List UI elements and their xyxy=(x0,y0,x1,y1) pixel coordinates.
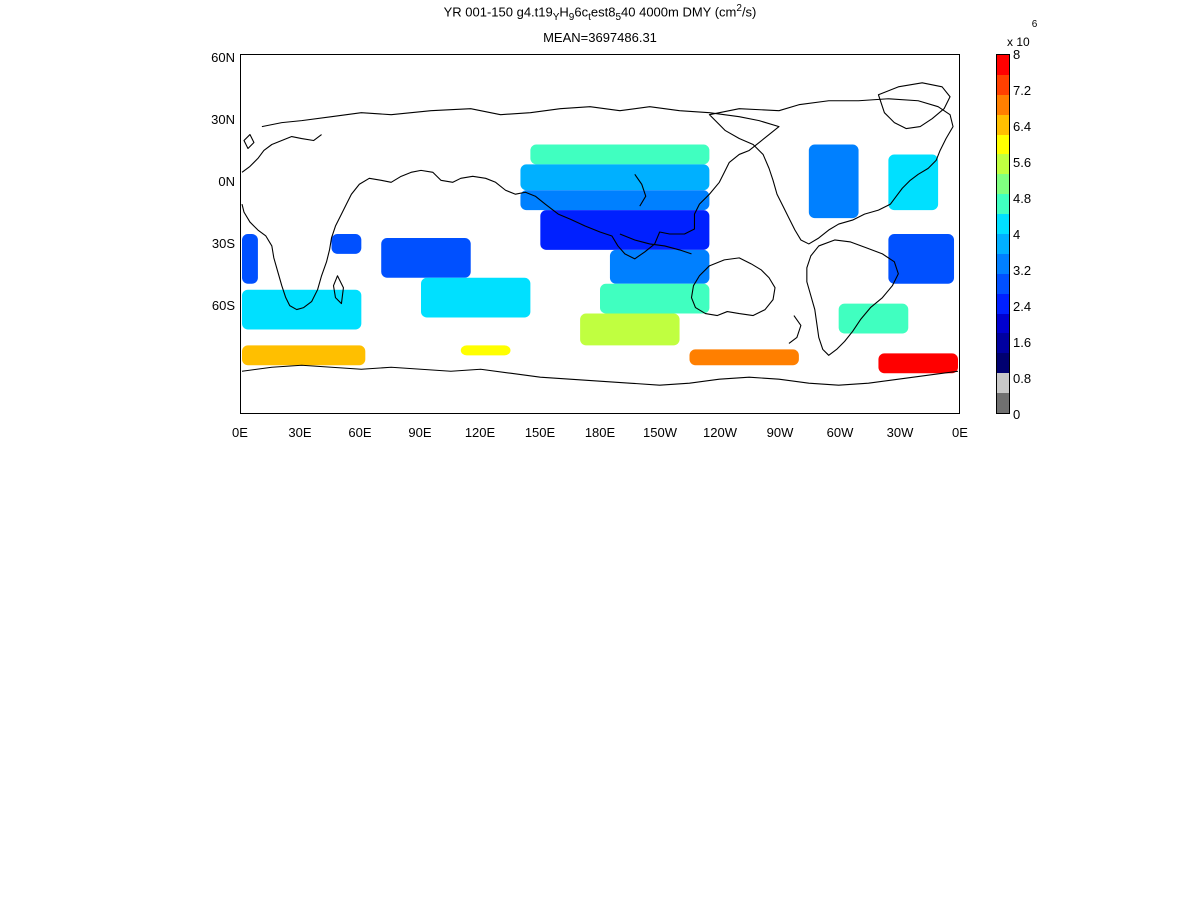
y-tick-label: 30N xyxy=(211,112,235,127)
coastline-north-america xyxy=(708,98,954,245)
colorbar-segment xyxy=(997,174,1009,195)
y-tick-label: 60S xyxy=(211,298,235,313)
field-region xyxy=(580,313,680,346)
field-region xyxy=(530,144,710,165)
x-tick-label: 60E xyxy=(348,425,372,440)
colorbar-segment xyxy=(997,154,1009,175)
colorbar-tick-label: 4.8 xyxy=(1013,191,1032,206)
field-region xyxy=(600,283,710,314)
colorbar-tick-label: 0.8 xyxy=(1013,371,1032,386)
world-map xyxy=(241,82,959,386)
colorbar-tick-label: 1.6 xyxy=(1013,335,1032,350)
field-region xyxy=(520,190,710,211)
y-tick-label: 60N xyxy=(211,50,235,65)
field-region xyxy=(242,345,366,366)
colorbar-tick-label: 7.2 xyxy=(1013,83,1032,98)
field-region xyxy=(540,210,710,250)
x-tick-label: 30E xyxy=(288,425,312,440)
field-region xyxy=(460,345,511,356)
field-region xyxy=(888,234,955,284)
x-tick-label: 150W xyxy=(643,425,677,440)
x-tick-label: 180E xyxy=(584,425,616,440)
coastline-europe xyxy=(241,134,322,173)
colorbar-tick-label: 0 xyxy=(1013,407,1021,422)
x-tick-label: 150E xyxy=(524,425,556,440)
x-tick-label: 60W xyxy=(826,425,854,440)
coastline-japan xyxy=(634,174,647,207)
colorbar-segment xyxy=(997,373,1009,394)
coastline-layer xyxy=(241,82,959,386)
colorbar-segment xyxy=(997,94,1009,116)
field-region xyxy=(520,164,710,191)
coastline-south-america xyxy=(806,239,899,356)
colorbar-segment xyxy=(997,55,1009,76)
colorbar-segment xyxy=(997,74,1009,96)
plot-title: YR 001-150 g4.t19YH96ctest8540 4000m DMY… xyxy=(443,3,757,23)
y-tick-label: 0N xyxy=(218,174,235,189)
colorbar-segment xyxy=(997,114,1009,136)
field-region xyxy=(242,234,258,284)
colorbar-segment xyxy=(997,214,1009,235)
colorbar-tick-label: 5.6 xyxy=(1013,155,1032,170)
colorbar-tick-label: 6.4 xyxy=(1013,119,1032,134)
map-panel xyxy=(240,54,960,414)
colorbar-segment xyxy=(997,134,1009,155)
colorbar-segment xyxy=(997,234,1009,255)
field-region xyxy=(888,154,939,211)
coastline-australia xyxy=(690,257,776,317)
x-tick-label: 90W xyxy=(766,425,794,440)
x-tick-label: 0E xyxy=(232,425,248,440)
x-tick-label: 120E xyxy=(464,425,496,440)
field-region xyxy=(609,249,710,284)
coastline-new-zealand xyxy=(788,315,802,344)
field-region xyxy=(808,144,859,219)
field-region xyxy=(331,234,362,254)
colorbar-segment xyxy=(997,353,1009,374)
field-region xyxy=(381,237,471,278)
field-region xyxy=(689,349,799,366)
colorbar-multiplier: x 106 xyxy=(1007,19,1038,49)
x-tick-label: 120W xyxy=(703,425,737,440)
colorbar-tick-label: 2.4 xyxy=(1013,299,1032,314)
field-region xyxy=(421,277,531,318)
field-region xyxy=(878,353,958,374)
colorbar-tick-label: 8 xyxy=(1013,47,1021,62)
colorbar-segment xyxy=(997,253,1009,275)
colorbar-segment xyxy=(997,393,1009,414)
coastline-indonesia xyxy=(619,233,692,255)
colorbar-segment xyxy=(997,293,1009,315)
colorbar xyxy=(996,54,1010,414)
colorbar-segment xyxy=(997,313,1009,334)
field-layer xyxy=(242,144,958,374)
colorbar-segment xyxy=(997,273,1009,295)
coastline-eurasia-africa xyxy=(241,106,780,311)
field-region xyxy=(838,303,909,334)
x-tick-label: 90E xyxy=(408,425,432,440)
plot-subtitle: MEAN=3697486.31 xyxy=(543,30,657,45)
x-tick-label: 0E xyxy=(952,425,968,440)
x-tick-label: 30W xyxy=(886,425,914,440)
coastline-uk xyxy=(243,134,255,150)
colorbar-tick-label: 3.2 xyxy=(1013,263,1032,278)
colorbar-tick-label: 4 xyxy=(1013,227,1021,242)
coastline-greenland xyxy=(877,82,951,130)
colorbar-segment xyxy=(997,333,1009,354)
field-region xyxy=(242,289,362,330)
coastline-antarctica xyxy=(241,364,959,386)
colorbar-segment xyxy=(997,194,1009,215)
coastline-madagascar xyxy=(332,275,344,305)
y-tick-label: 30S xyxy=(211,236,235,251)
